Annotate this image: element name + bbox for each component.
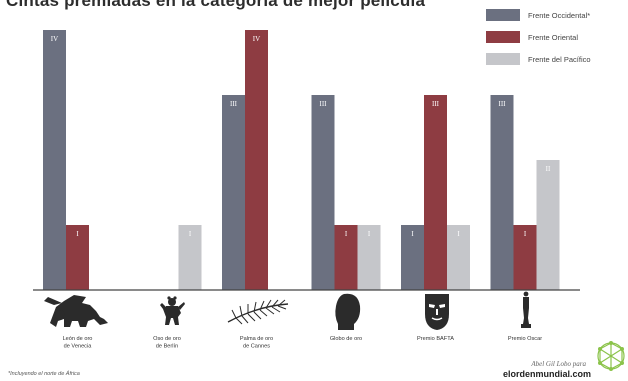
chart-title: Cintas premiadas en la categoría de mejo… (6, 0, 426, 10)
bar-value-label-oriental-2: IV (253, 35, 260, 43)
bear-icon (160, 296, 185, 325)
legend: Frente Occidental* Frente Oriental Frent… (486, 9, 626, 75)
bar-occidental-3 (311, 95, 335, 290)
bar-value-label-pacifico-3: I (368, 230, 371, 238)
legend-item-occidental: Frente Occidental* (486, 9, 626, 21)
legend-label-occidental: Frente Occidental* (528, 10, 591, 20)
legend-item-pacifico: Frente del Pacífico (486, 53, 626, 65)
category-label-4: Premio BAFTA (417, 336, 454, 342)
bar-occidental-2 (222, 95, 245, 290)
legend-swatch-pacifico (486, 53, 520, 65)
bar-pacifico-3 (357, 225, 381, 290)
bar-value-label-oriental-0: I (76, 230, 79, 238)
bafta-mask-icon (425, 294, 449, 330)
bar-value-label-occidental-5: III (499, 100, 507, 108)
bar-value-label-occidental-0: IV (51, 35, 58, 43)
bar-value-label-oriental-5: I (524, 230, 527, 238)
category-label-3: Globo de oro (330, 336, 362, 342)
bar-oriental-0 (66, 225, 89, 290)
oscar-statuette-icon (521, 291, 531, 328)
bar-oriental-4 (424, 95, 447, 290)
legend-label-pacifico: Frente del Pacífico (528, 54, 591, 64)
globe-icon (335, 293, 361, 330)
bar-value-label-occidental-4: I (411, 230, 414, 238)
category-label-2: de Cannes (243, 344, 270, 350)
bar-value-label-pacifico-1: I (189, 230, 192, 238)
bar-value-label-pacifico-4: I (457, 230, 460, 238)
category-label-1: Oso de oro (153, 336, 181, 342)
credit-site: elordenmundial.com (502, 369, 591, 379)
elordenmundial-logo-icon (597, 341, 625, 371)
bar-value-label-occidental-3: III (320, 100, 328, 108)
category-label-5: Premio Oscar (508, 336, 542, 342)
category-label-0: de Venecia (64, 344, 93, 350)
bar-occidental-5 (490, 95, 514, 290)
category-label-2: Palma de oro (240, 336, 273, 342)
bar-pacifico-1 (178, 225, 202, 290)
category-labels-layer: León de oro de Venecia Oso de oro de Berlín… (63, 336, 543, 350)
bar-pacifico-4 (447, 225, 470, 290)
bar-value-label-occidental-2: III (230, 100, 238, 108)
legend-item-oriental: Frente Oriental (486, 31, 626, 43)
category-label-0: León de oro (63, 336, 93, 342)
footnote: *Incluyendo el norte de África (8, 371, 80, 377)
legend-swatch-oriental (486, 31, 520, 43)
bar-oriental-5 (513, 225, 537, 290)
lion-icon (44, 295, 108, 327)
palm-icon (227, 299, 289, 325)
credit-author: Abel Gil Lobo para (531, 360, 586, 368)
bar-value-label-pacifico-5: II (546, 165, 551, 173)
bar-occidental-4 (401, 225, 424, 290)
bar-value-label-oriental-4: III (432, 100, 440, 108)
category-label-1: de Berlín (156, 344, 178, 350)
bar-occidental-0 (43, 30, 66, 290)
legend-label-oriental: Frente Oriental (528, 32, 579, 42)
bar-oriental-2 (245, 30, 268, 290)
bar-value-label-oriental-3: I (345, 230, 348, 238)
bar-oriental-3 (334, 225, 358, 290)
legend-swatch-occidental (486, 9, 520, 21)
bar-pacifico-5 (536, 160, 560, 290)
